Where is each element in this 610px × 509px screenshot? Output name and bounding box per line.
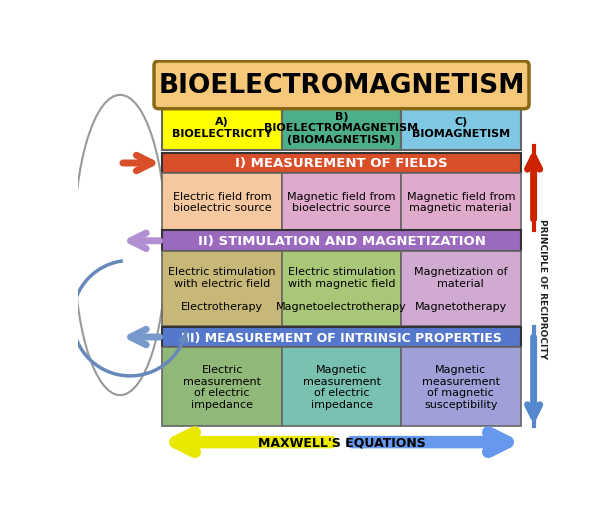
Bar [282,105,401,151]
Text: B)
BIOELECTROMAGNETISM
(BIOMAGNETISM): B) BIOELECTROMAGNETISM (BIOMAGNETISM) [265,111,418,145]
Text: II) STIMULATION AND MAGNETIZATION: II) STIMULATION AND MAGNETIZATION [198,235,486,248]
Bar [162,105,282,151]
Text: C)
BIOMAGNETISM: C) BIOMAGNETISM [412,117,510,139]
Text: Electric
measurement
of electric
impedance: Electric measurement of electric impedan… [183,364,261,409]
FancyBboxPatch shape [154,62,529,109]
Bar [282,348,401,426]
Text: BIOELECTROMAGNETISM: BIOELECTROMAGNETISM [159,73,525,99]
Bar [162,251,282,326]
Text: Magnetic field from
bioelectric source: Magnetic field from bioelectric source [287,191,396,213]
Bar [282,251,401,326]
Text: Electric stimulation
with electric field

Electrotherapy: Electric stimulation with electric field… [168,267,276,312]
Bar [401,348,520,426]
Bar [162,348,282,426]
Text: Magnetic
measurement
of electric
impedance: Magnetic measurement of electric impedan… [303,364,381,409]
Text: MAXWELL'S EQUATIONS: MAXWELL'S EQUATIONS [257,436,425,449]
Text: Magnetic field from
magnetic material: Magnetic field from magnetic material [407,191,515,213]
Text: PRINCIPLE OF RECIPROCITY: PRINCIPLE OF RECIPROCITY [539,219,547,358]
Bar [401,251,520,326]
Bar [162,174,282,230]
Bar [401,105,520,151]
Text: A)
BIOELECTRICITY: A) BIOELECTRICITY [172,117,272,139]
Bar [162,231,520,251]
Text: Magnetization of
material

Magnetotherapy: Magnetization of material Magnetotherapy [414,267,508,312]
Bar [282,174,401,230]
Ellipse shape [74,96,167,395]
Text: Electric field from
bioelectric source: Electric field from bioelectric source [173,191,271,213]
Text: I) MEASUREMENT OF FIELDS: I) MEASUREMENT OF FIELDS [235,157,448,170]
Text: III) MEASUREMENT OF INTRINSIC PROPERTIES: III) MEASUREMENT OF INTRINSIC PROPERTIES [181,331,502,344]
Bar [162,153,520,174]
Bar [401,174,520,230]
Bar [162,327,520,348]
Text: Electric stimulation
with magnetic field

Magnetoelectrotherapy: Electric stimulation with magnetic field… [276,267,407,312]
Text: Magnetic
measurement
of magnetic
susceptibility: Magnetic measurement of magnetic suscept… [422,364,500,409]
